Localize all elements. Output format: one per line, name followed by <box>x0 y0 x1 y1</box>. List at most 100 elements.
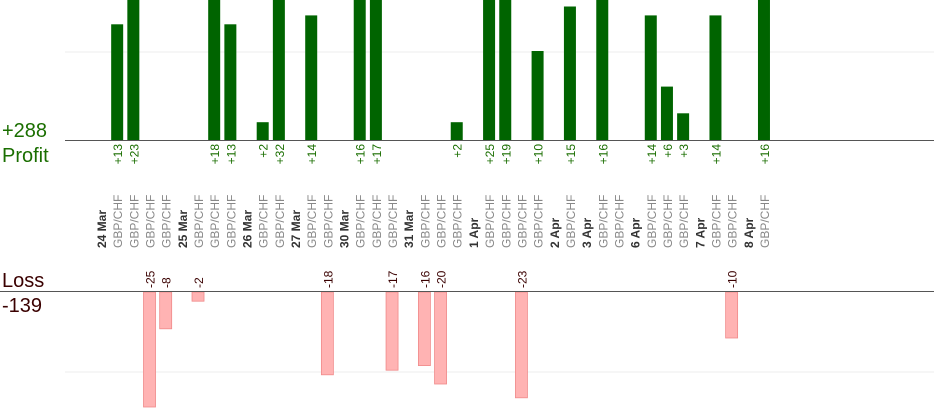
pair-label: GBP/CHF <box>435 195 449 248</box>
profit-bar <box>272 0 285 140</box>
profit-value-label: +2 <box>257 144 271 158</box>
profit-bar <box>677 113 690 140</box>
pair-label: GBP/CHF <box>709 195 723 248</box>
pair-label: GBP/CHF <box>305 195 319 248</box>
profit-bar <box>256 122 269 140</box>
pair-label: GBP/CHF <box>612 195 626 248</box>
profit-value-label: +16 <box>354 144 368 165</box>
profit-bar <box>369 0 382 140</box>
profit-bar <box>709 15 722 140</box>
date-label: 3 Apr <box>580 217 594 248</box>
date-label: 1 Apr <box>467 217 481 248</box>
profit-value-label: +19 <box>499 144 513 165</box>
profit-value-label: +16 <box>596 144 610 165</box>
pair-label: GBP/CHF <box>726 195 740 248</box>
profit-bar <box>757 0 770 140</box>
pair-label: GBP/CHF <box>257 195 271 248</box>
loss-value-label: -25 <box>144 270 158 288</box>
profit-value-label: +16 <box>758 144 772 165</box>
loss-bar <box>434 291 447 385</box>
date-label: 25 Mar <box>176 210 190 248</box>
pair-label: GBP/CHF <box>645 195 659 248</box>
profit-bar <box>499 0 512 140</box>
pair-label: GBP/CHF <box>758 195 772 248</box>
loss-value-label: -8 <box>160 277 174 288</box>
profit-bar <box>127 0 140 140</box>
profit-value-label: +14 <box>305 144 319 165</box>
loss-value-label: -16 <box>418 270 432 288</box>
pair-label: GBP/CHF <box>111 195 125 248</box>
pair-label: GBP/CHF <box>192 195 206 248</box>
pair-label: GBP/CHF <box>499 195 513 248</box>
profit-value-label: +32 <box>273 144 287 165</box>
pair-label: GBP/CHF <box>515 195 529 248</box>
date-label: 8 Apr <box>742 217 756 248</box>
profit-bar <box>563 6 576 140</box>
pair-label: GBP/CHF <box>418 195 432 248</box>
pair-label: GBP/CHF <box>532 195 546 248</box>
loss-total: -139 <box>2 295 43 317</box>
loss-value-label: -23 <box>515 270 529 288</box>
profit-value-label: +6 <box>661 144 675 158</box>
date-label: 24 Mar <box>95 210 109 248</box>
loss-value-label: -18 <box>321 270 335 288</box>
profit-value-label: +13 <box>111 144 125 165</box>
pair-label: GBP/CHF <box>160 195 174 248</box>
pair-label: GBP/CHF <box>386 195 400 248</box>
pair-label: GBP/CHF <box>564 195 578 248</box>
pair-label: GBP/CHF <box>661 195 675 248</box>
date-label: 30 Mar <box>338 210 352 248</box>
profit-bar <box>483 0 496 140</box>
profit-bar <box>531 51 544 140</box>
date-label: 26 Mar <box>241 210 255 248</box>
profit-value-label: +17 <box>370 144 384 165</box>
pair-label: GBP/CHF <box>596 195 610 248</box>
pair-label: GBP/CHF <box>451 195 465 248</box>
date-label: 31 Mar <box>402 210 416 248</box>
pair-label: GBP/CHF <box>677 195 691 248</box>
profit-bar <box>224 24 237 140</box>
loss-value-label: -20 <box>435 270 449 288</box>
pair-label: GBP/CHF <box>224 195 238 248</box>
profit-bar <box>208 0 221 140</box>
profit-value-label: +15 <box>564 144 578 165</box>
profit-value-label: +14 <box>709 144 723 165</box>
profit-value-label: +10 <box>532 144 546 165</box>
profit-bar <box>305 15 318 140</box>
profit-bar <box>450 122 463 140</box>
profit-value-label: +18 <box>208 144 222 165</box>
profit-value-label: +2 <box>451 144 465 158</box>
pair-label: GBP/CHF <box>127 195 141 248</box>
loss-bar <box>515 291 528 399</box>
loss-bar <box>417 291 431 366</box>
pair-label: GBP/CHF <box>144 195 158 248</box>
loss-bar <box>320 291 334 376</box>
loss-label: Loss <box>2 270 45 292</box>
pair-label: GBP/CHF <box>273 195 287 248</box>
profit-label: Profit <box>2 145 49 167</box>
loss-bar <box>191 291 205 302</box>
profit-bar <box>111 24 124 140</box>
loss-value-label: -10 <box>726 270 740 288</box>
profit-value-label: +3 <box>677 144 691 158</box>
pair-label: GBP/CHF <box>208 195 222 248</box>
loss-value-label: -2 <box>192 277 206 288</box>
loss-bar <box>725 291 739 339</box>
date-label: 2 Apr <box>548 217 562 248</box>
profit-value-label: +25 <box>483 144 497 165</box>
pair-label: GBP/CHF <box>483 195 497 248</box>
pair-label: GBP/CHF <box>321 195 335 248</box>
date-label: 27 Mar <box>289 210 303 248</box>
profit-value-label: +23 <box>127 144 141 165</box>
profit-bar <box>353 0 366 140</box>
profit-value-label: +13 <box>224 144 238 165</box>
profit-total: +288 <box>2 120 48 142</box>
loss-bar <box>143 291 156 408</box>
profit-value-label: +14 <box>645 144 659 165</box>
loss-bar <box>385 291 399 371</box>
profit-bar <box>596 0 609 140</box>
loss-value-label: -17 <box>386 270 400 288</box>
date-label: 7 Apr <box>693 217 707 248</box>
profit-bar <box>644 15 657 140</box>
